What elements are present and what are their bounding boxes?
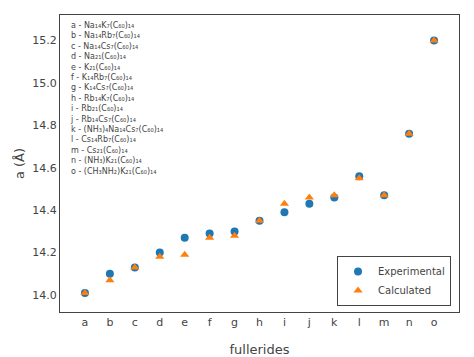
svg-text:k: k	[331, 316, 338, 329]
svg-text:o: o	[431, 316, 438, 329]
svg-text:f: f	[208, 316, 213, 329]
svg-text:i: i	[283, 316, 286, 329]
svg-text:Experimental: Experimental	[378, 266, 445, 277]
svg-text:15.2: 15.2	[32, 34, 57, 47]
svg-text:15.0: 15.0	[32, 77, 57, 90]
svg-text:14.6: 14.6	[32, 162, 57, 175]
svg-text:h: h	[256, 316, 263, 329]
svg-text:l: l	[358, 316, 361, 329]
svg-text:g: g	[231, 316, 238, 329]
svg-text:e: e	[181, 316, 188, 329]
svg-text:fullerides: fullerides	[229, 342, 289, 357]
svg-text:a - Na₁₄K₇(C₆₀)₁₄b - Na₁₄Rb₇(C: a - Na₁₄K₇(C₆₀)₁₄b - Na₁₄Rb₇(C₆₀)₁₄c - N…	[70, 21, 163, 176]
svg-text:c: c	[132, 316, 138, 329]
svg-text:a (Å): a (Å)	[12, 148, 27, 179]
svg-text:a: a	[82, 316, 89, 329]
svg-text:14.0: 14.0	[32, 289, 57, 302]
svg-text:b: b	[106, 316, 113, 329]
svg-text:14.4: 14.4	[32, 204, 57, 217]
svg-text:d: d	[156, 316, 163, 329]
svg-text:n: n	[406, 316, 413, 329]
svg-text:j: j	[307, 316, 311, 329]
svg-text:14.2: 14.2	[32, 246, 57, 259]
svg-text:14.8: 14.8	[32, 119, 57, 132]
svg-text:Calculated: Calculated	[378, 285, 431, 296]
svg-text:m: m	[379, 316, 390, 329]
